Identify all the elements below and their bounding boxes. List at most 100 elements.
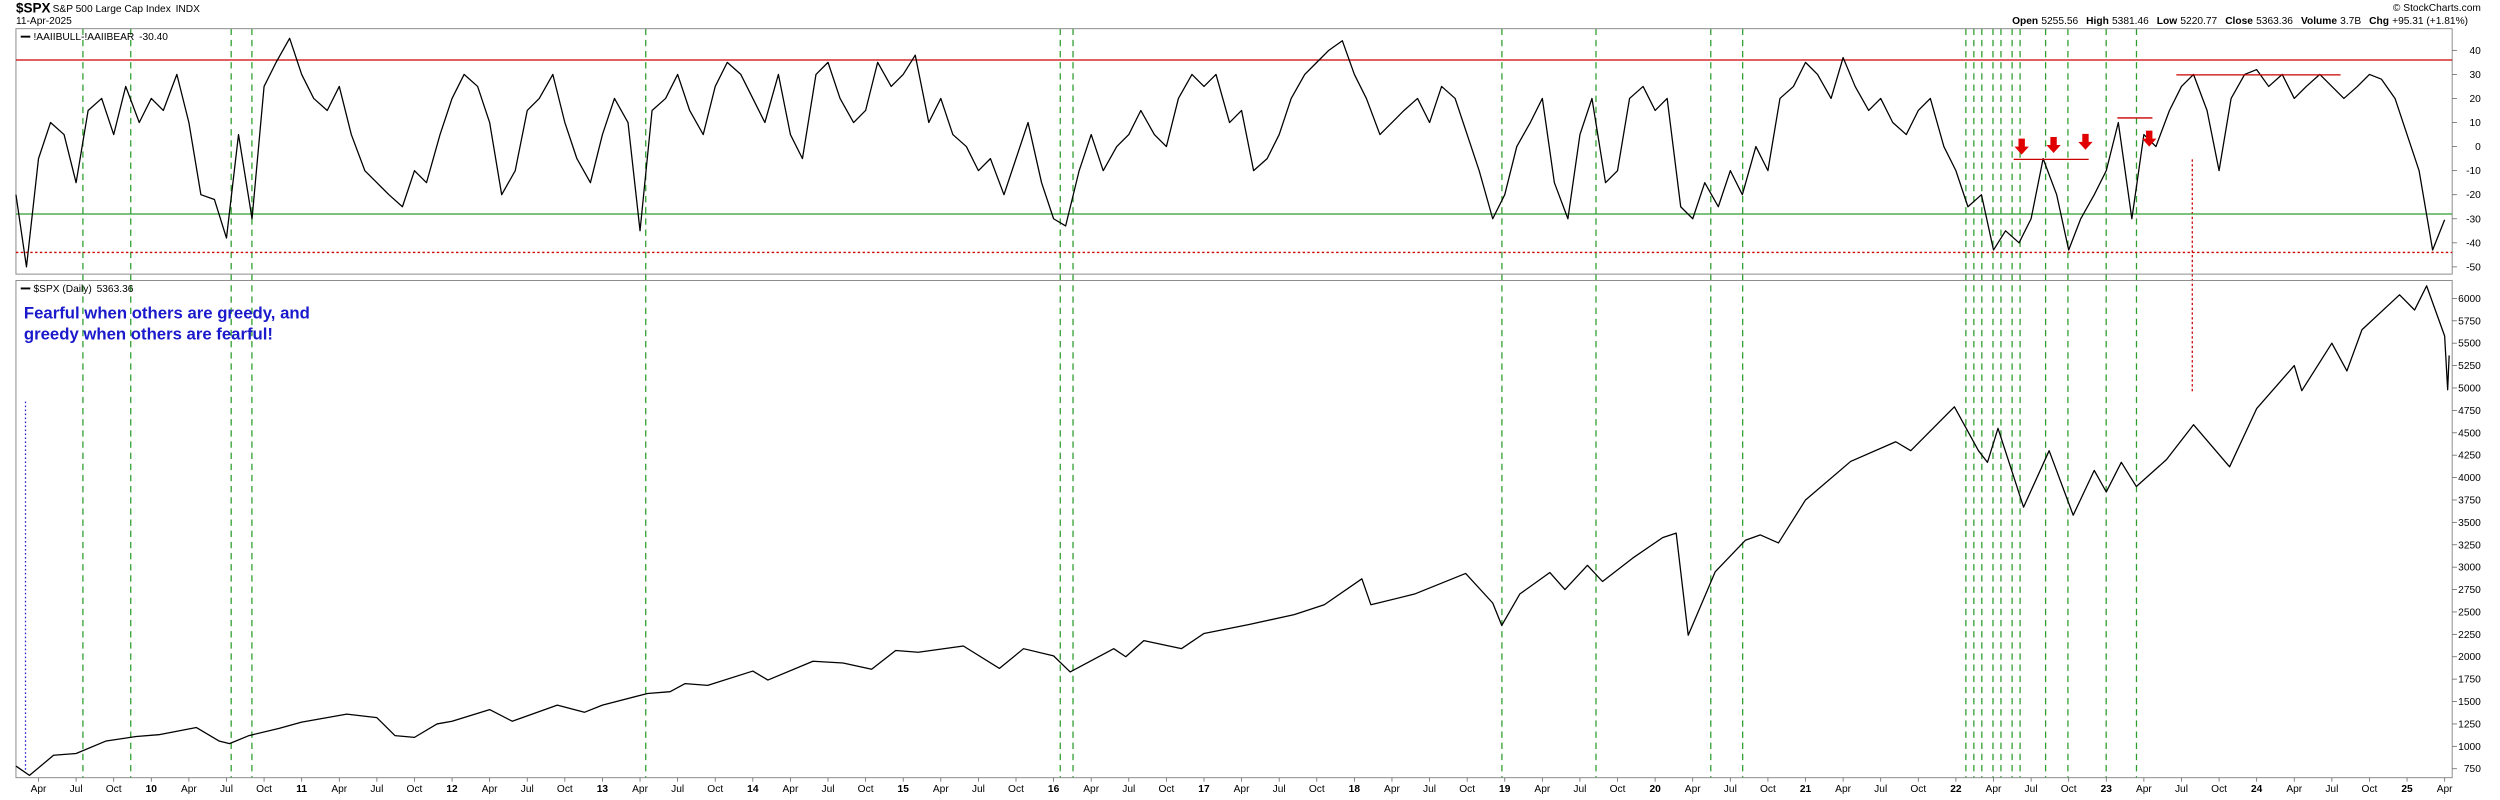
x-tick-label: Jul xyxy=(220,784,233,795)
x-tick-label: 16 xyxy=(1048,784,1060,795)
quote-label: High xyxy=(2086,16,2109,27)
x-tick-label: 17 xyxy=(1198,784,1210,795)
y-tick-label: 3000 xyxy=(2458,563,2481,574)
quote-label: Close xyxy=(2225,16,2253,27)
annotation-text: Fearful when others are greedy, and xyxy=(24,304,310,323)
x-tick-label: 22 xyxy=(1950,784,1962,795)
x-tick-label: 12 xyxy=(446,784,458,795)
x-tick-label: Oct xyxy=(707,784,723,795)
x-tick-label: Oct xyxy=(1610,784,1626,795)
y-tick-label: 2250 xyxy=(2458,630,2481,641)
panel-frame xyxy=(15,28,2453,275)
red-arrow xyxy=(2142,130,2157,147)
x-tick-label: Apr xyxy=(482,784,498,795)
x-tick-label: Apr xyxy=(2136,784,2152,795)
x-tick-label: 18 xyxy=(1349,784,1361,795)
x-tick-label: 25 xyxy=(2401,784,2413,795)
x-tick-label: Oct xyxy=(2211,784,2227,795)
y-tick-label: 30 xyxy=(2470,70,2482,81)
quote-value: 5255.56 xyxy=(2041,16,2078,27)
x-tick-label: Jul xyxy=(370,784,383,795)
x-tick-label: Oct xyxy=(407,784,423,795)
y-tick-label: 3750 xyxy=(2458,495,2481,506)
x-tick-label: Oct xyxy=(2061,784,2077,795)
symbol: $SPX xyxy=(16,1,51,16)
x-tick-label: Jul xyxy=(1874,784,1887,795)
y-tick-label: 5000 xyxy=(2458,383,2481,394)
annotation-text: greedy when others are fearful! xyxy=(24,324,273,343)
y-tick-label: -20 xyxy=(2466,190,2481,201)
x-tick-label: Oct xyxy=(1459,784,1475,795)
x-tick-label: Jul xyxy=(822,784,835,795)
legend-label: !AAIIBULL-!AAIIBEAR -30.40 xyxy=(33,32,168,43)
x-tick-label: Oct xyxy=(256,784,272,795)
x-tick-label: Jul xyxy=(1423,784,1436,795)
x-tick-label: Jul xyxy=(972,784,985,795)
legend-name: !AAIIBULL-!AAIIBEAR xyxy=(33,32,134,43)
x-tick-label: 13 xyxy=(597,784,609,795)
y-tick-label: 2750 xyxy=(2458,585,2481,596)
quote-value: 5363.36 xyxy=(2256,16,2293,27)
x-tick-label: Apr xyxy=(331,784,347,795)
red-arrow xyxy=(2014,138,2029,155)
x-tick-label: 24 xyxy=(2251,784,2263,795)
x-tick-label: Apr xyxy=(1986,784,2002,795)
x-tick-label: Oct xyxy=(1158,784,1174,795)
x-tick-label: Apr xyxy=(632,784,648,795)
credit: © StockCharts.com xyxy=(2393,3,2481,14)
x-tick-label: Apr xyxy=(2437,784,2453,795)
y-tick-label: 0 xyxy=(2475,142,2481,153)
quote-value: 3.7B xyxy=(2340,16,2361,27)
x-tick-label: Jul xyxy=(671,784,684,795)
quote-label: Volume xyxy=(2301,16,2337,27)
y-tick-label: 10 xyxy=(2470,118,2482,129)
x-tick-label: 20 xyxy=(1649,784,1661,795)
y-tick-label: 6000 xyxy=(2458,294,2481,305)
y-tick-label: 20 xyxy=(2470,94,2482,105)
quote-value: +95.31 (+1.81%) xyxy=(2392,16,2468,27)
x-tick-label: Jul xyxy=(521,784,534,795)
chart-date: 11-Apr-2025 xyxy=(16,16,72,27)
x-tick-label: Jul xyxy=(1573,784,1586,795)
y-tick-label: 2000 xyxy=(2458,652,2481,663)
x-tick-label: Apr xyxy=(1685,784,1701,795)
x-tick-label: Jul xyxy=(1273,784,1286,795)
series-line xyxy=(15,37,2446,268)
x-tick-label: Apr xyxy=(31,784,47,795)
x-tick-label: Jul xyxy=(1122,784,1135,795)
y-tick-label: 3500 xyxy=(2458,518,2481,529)
y-tick-label: -10 xyxy=(2466,166,2481,177)
x-tick-label: Oct xyxy=(106,784,122,795)
x-tick-label: Oct xyxy=(858,784,874,795)
x-tick-label: 14 xyxy=(747,784,759,795)
event-lines xyxy=(24,28,2193,778)
y-tick-label: 3250 xyxy=(2458,540,2481,551)
red-arrow xyxy=(2046,137,2061,153)
quote-label: Chg xyxy=(2369,16,2389,27)
x-tick-label: Apr xyxy=(782,784,798,795)
x-tick-label: Jul xyxy=(2025,784,2038,795)
y-tick-label: -40 xyxy=(2466,238,2481,249)
x-tick-label: Apr xyxy=(1534,784,1550,795)
x-tick-label: Oct xyxy=(557,784,573,795)
x-tick-label: 23 xyxy=(2101,784,2113,795)
x-tick-label: 10 xyxy=(146,784,158,795)
x-tick-label: Jul xyxy=(70,784,83,795)
exchange: INDX xyxy=(176,4,201,15)
y-tick-label: 1000 xyxy=(2458,742,2481,753)
x-tick-label: Apr xyxy=(181,784,197,795)
x-tick-label: Apr xyxy=(1234,784,1250,795)
y-tick-label: 4500 xyxy=(2458,428,2481,439)
x-tick-label: Apr xyxy=(2286,784,2302,795)
series-line xyxy=(15,285,2450,776)
y-tick-label: -50 xyxy=(2466,262,2481,273)
index-name: S&P 500 Large Cap Index INDX xyxy=(53,4,201,15)
x-tick-label: Jul xyxy=(2175,784,2188,795)
quote-label: Low xyxy=(2157,16,2177,27)
quote-label: Open xyxy=(2012,16,2038,27)
x-tick-label: 15 xyxy=(898,784,910,795)
legend-name: $SPX (Daily) xyxy=(33,284,91,295)
x-tick-label: Oct xyxy=(1760,784,1776,795)
